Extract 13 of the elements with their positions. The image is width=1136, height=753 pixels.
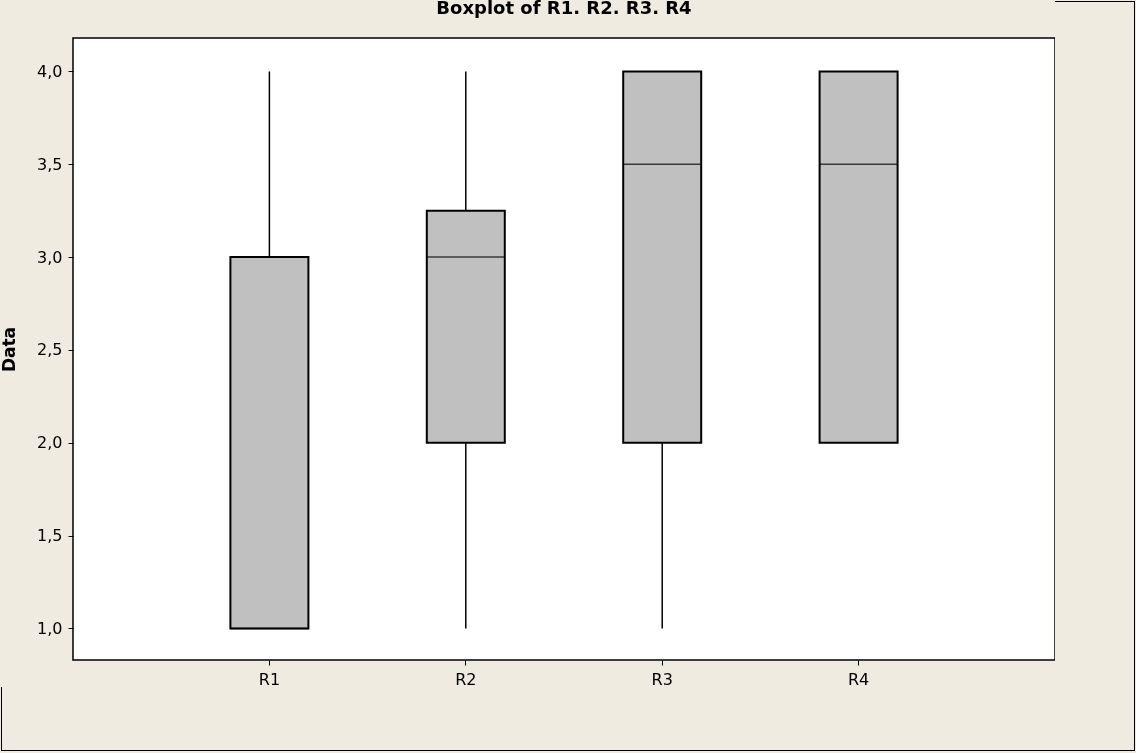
y-tick-label: 1,0: [37, 618, 63, 638]
y-tick-label: 1,5: [37, 526, 63, 546]
y-tick-label: 2,0: [37, 433, 63, 453]
x-tick-label: R2: [455, 669, 477, 689]
y-tick-label: 4,0: [37, 61, 63, 81]
x-tick-label: R4: [847, 669, 870, 689]
y-tick-label: 3,5: [37, 154, 63, 174]
y-axis-title: Data: [0, 326, 20, 373]
x-tick-label: R1: [258, 669, 281, 689]
chart-title: Boxplot of R1. R2. R3. R4: [436, 0, 692, 18]
x-tick-label: R3: [651, 669, 673, 689]
y-tick-label: 2,5: [37, 340, 63, 360]
y-tick-label: 3,0: [37, 247, 63, 267]
